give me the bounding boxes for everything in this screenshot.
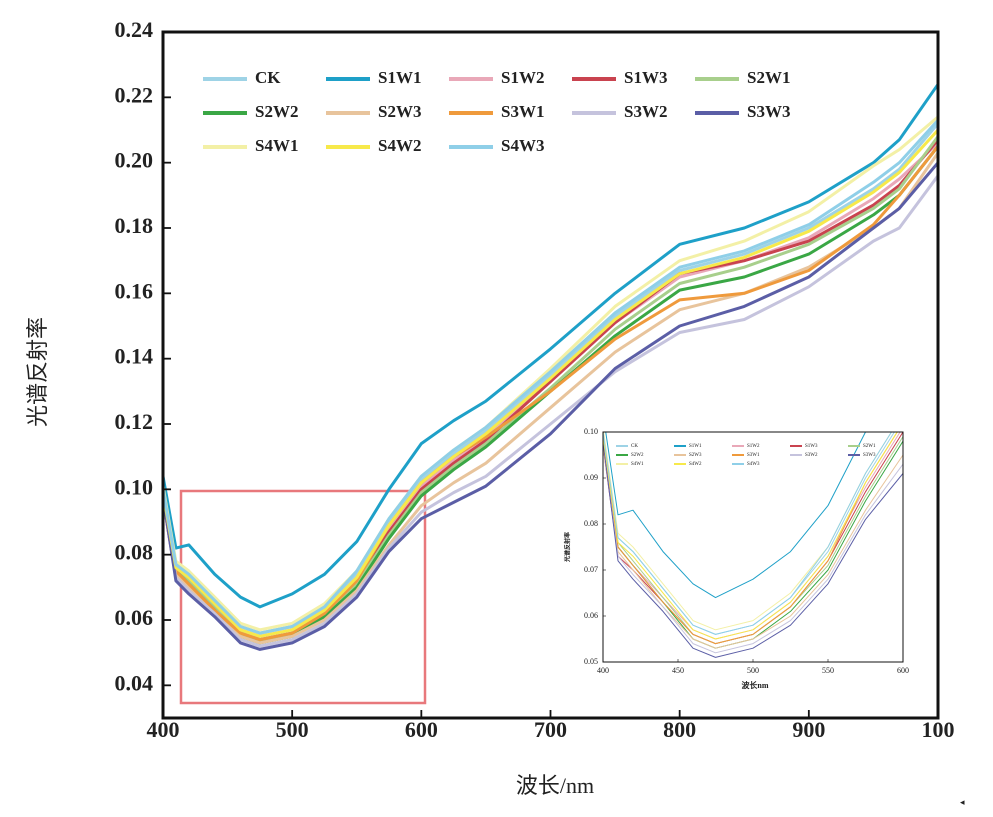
series-line — [603, 432, 898, 645]
y-tick-label: 0.18 — [115, 213, 154, 238]
series-line — [163, 135, 938, 642]
series-line — [603, 441, 903, 654]
y-tick-label: 0.04 — [115, 670, 154, 695]
legend-label: S1W1 — [378, 68, 421, 87]
y-tick-label: 0.10 — [584, 427, 598, 436]
y-tick-label: 0.08 — [584, 519, 598, 528]
series-line — [163, 128, 938, 638]
series-line — [163, 174, 938, 648]
x-axis-label: 波长nm — [741, 680, 768, 690]
y-tick-label: 0.06 — [115, 605, 154, 630]
legend-label: S1W1 — [689, 444, 702, 449]
legend-label: S4W1 — [255, 136, 298, 155]
legend-label: S4W2 — [378, 136, 421, 155]
y-tick-label: 0.24 — [115, 17, 154, 42]
series-group — [163, 83, 938, 651]
y-tick-label: 0.14 — [115, 344, 154, 369]
corner-mark: ◂ — [960, 797, 965, 807]
y-tick-label: 0.05 — [584, 657, 598, 666]
legend-label: S3W1 — [501, 102, 544, 121]
legend-label: S1W3 — [805, 444, 818, 449]
legend-label: S3W1 — [747, 453, 760, 458]
zoom-region — [179, 489, 427, 705]
y-tick-label: 0.07 — [584, 565, 598, 574]
inset-background — [562, 424, 912, 702]
legend-label: S2W2 — [631, 453, 644, 458]
legend-label: S4W3 — [747, 462, 760, 467]
y-axis-label: 光谱反射率 — [25, 317, 50, 427]
y-tick-label: 0.20 — [115, 148, 154, 173]
series-line — [603, 440, 903, 649]
series-line — [603, 432, 893, 631]
series-line — [163, 119, 938, 635]
legend-label: S2W3 — [378, 102, 421, 121]
legend-label: CK — [255, 68, 281, 87]
y-tick-label: 0.10 — [115, 474, 154, 499]
x-tick-label: 100 — [922, 717, 955, 742]
x-tick-label: 400 — [147, 717, 180, 742]
x-tick-label: 600 — [405, 717, 438, 742]
x-tick-label: 500 — [747, 666, 759, 675]
x-tick-label: 400 — [597, 666, 609, 675]
series-line — [163, 83, 938, 609]
x-tick-label: 800 — [663, 717, 696, 742]
series-line — [603, 432, 898, 640]
legend-label: S2W2 — [255, 102, 298, 121]
series-line — [603, 435, 903, 645]
y-tick-label: 0.09 — [584, 473, 598, 482]
y-tick-label: 0.08 — [115, 540, 154, 565]
series-line — [603, 441, 903, 658]
legend-label: S4W1 — [631, 462, 644, 467]
legend-label: S4W2 — [689, 462, 702, 467]
legend-label: S3W2 — [624, 102, 667, 121]
series-line — [163, 161, 938, 651]
legend-label: CK — [631, 444, 638, 449]
legend-label: S3W3 — [863, 453, 876, 458]
legend-label: S1W2 — [501, 68, 544, 87]
series-line — [603, 432, 901, 640]
y-tick-label: 0.12 — [115, 409, 154, 434]
series-line — [603, 432, 893, 635]
x-tick-label: 550 — [822, 666, 834, 675]
legend-label: S2W1 — [863, 444, 876, 449]
x-tick-label: 500 — [276, 717, 309, 742]
x-tick-label: 450 — [672, 666, 684, 675]
x-tick-label: 700 — [534, 717, 567, 742]
x-tick-label: 900 — [792, 717, 825, 742]
y-tick-label: 0.16 — [115, 278, 154, 303]
legend-label: S3W3 — [747, 102, 790, 121]
x-axis-label: 波长/nm — [516, 773, 594, 798]
legend-label: S1W2 — [747, 444, 760, 449]
y-tick-label: 0.06 — [584, 611, 598, 620]
y-axis-label: 光谱反射率 — [563, 532, 571, 563]
legend-label: S3W2 — [805, 453, 818, 458]
series-line — [605, 432, 867, 599]
x-tick-label: 600 — [897, 666, 909, 675]
legend-label: S1W3 — [624, 68, 667, 87]
y-tick-label: 0.22 — [115, 82, 154, 107]
legend-label: S2W3 — [689, 453, 702, 458]
legend-label: S4W3 — [501, 136, 544, 155]
series-line — [603, 445, 903, 649]
series-group — [603, 432, 903, 658]
legend-label: S2W1 — [747, 68, 790, 87]
